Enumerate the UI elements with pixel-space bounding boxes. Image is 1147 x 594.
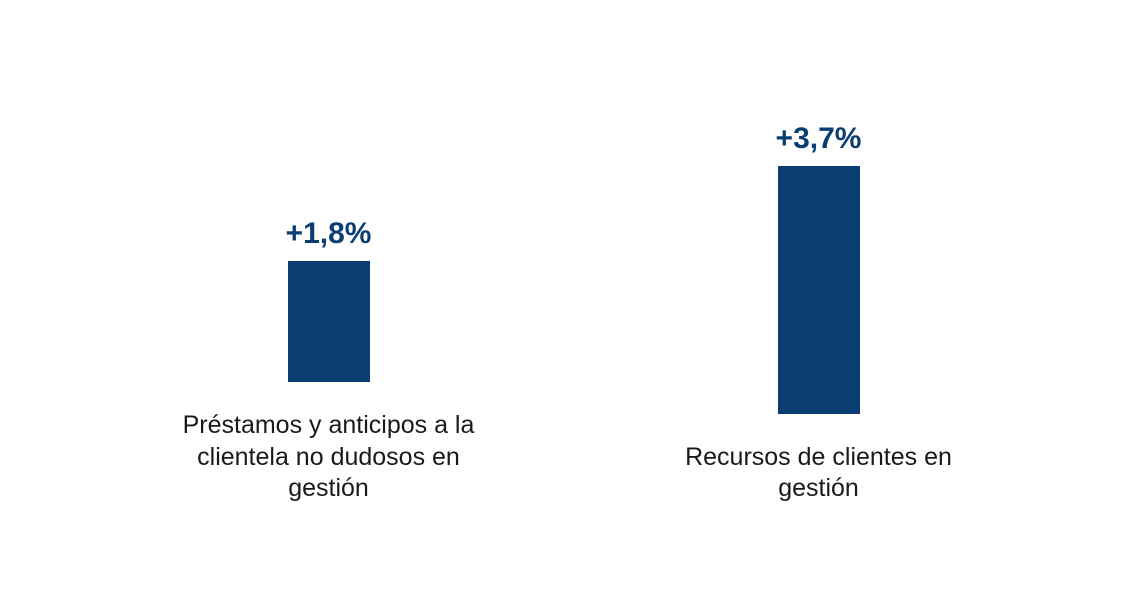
bar-chart: +1,8% Préstamos y anticipos a la cliente… [0,0,1147,594]
category-label: Préstamos y anticipos a la clientela no … [179,410,479,504]
bar-group-resources: +3,7% Recursos de clientes en gestión [669,122,969,505]
value-label: +1,8% [286,217,372,251]
bar-group-loans: +1,8% Préstamos y anticipos a la cliente… [179,217,479,504]
value-label: +3,7% [776,122,862,156]
category-label: Recursos de clientes en gestión [669,442,969,505]
bar [778,166,860,414]
bar [288,261,370,382]
